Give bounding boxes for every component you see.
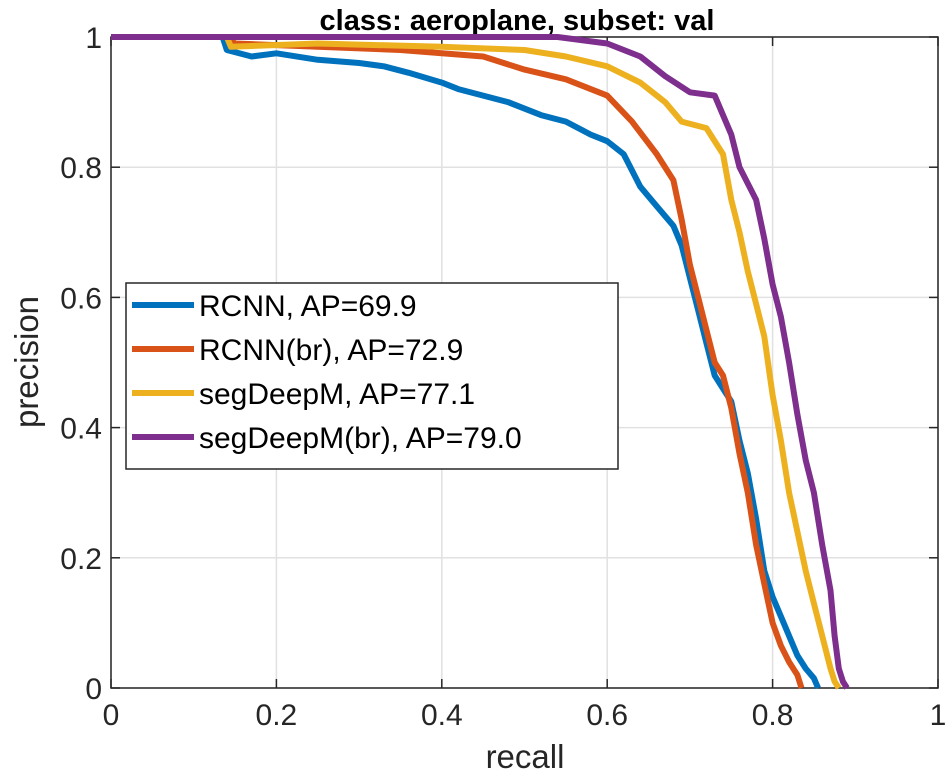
x-tick-label: 0: [103, 699, 120, 732]
series-line-4: [111, 34, 850, 690]
legend: RCNN, AP=69.9 RCNN(br), AP=72.9 segDeepM, …: [125, 282, 619, 470]
y-tick-label: 0.2: [60, 543, 102, 576]
series-line-3: [111, 34, 842, 690]
axis-ticks: 0 0.2 0.4 0.6 0.8 1 0 0.2 0.4 0.6 0.8 1: [60, 22, 946, 732]
series-line-1: [111, 34, 821, 690]
y-tick-label: 0.6: [60, 282, 102, 315]
x-tick-label: 1: [930, 699, 947, 732]
x-tick-label: 0.8: [752, 699, 794, 732]
series-line-2: [111, 34, 805, 689]
y-tick-label: 0: [85, 673, 102, 706]
legend-label: RCNN, AP=69.9: [199, 290, 417, 323]
legend-label: RCNN(br), AP=72.9: [199, 334, 463, 367]
chart-title: class: aeroplane, subset: val: [320, 5, 715, 37]
legend-label: segDeepM(br), AP=79.0: [199, 422, 522, 455]
y-axis-label: precision: [8, 296, 45, 428]
y-tick-label: 0.4: [60, 413, 102, 446]
plot-lines: [111, 34, 850, 690]
x-axis-label: recall: [486, 738, 565, 775]
x-tick-label: 0.2: [256, 699, 298, 732]
y-tick-label: 1: [85, 22, 102, 55]
legend-label: segDeepM, AP=77.1: [199, 378, 475, 411]
x-tick-label: 0.6: [586, 699, 628, 732]
x-tick-label: 0.4: [421, 699, 463, 732]
y-tick-label: 0.8: [60, 152, 102, 185]
legend-box: [125, 282, 619, 470]
